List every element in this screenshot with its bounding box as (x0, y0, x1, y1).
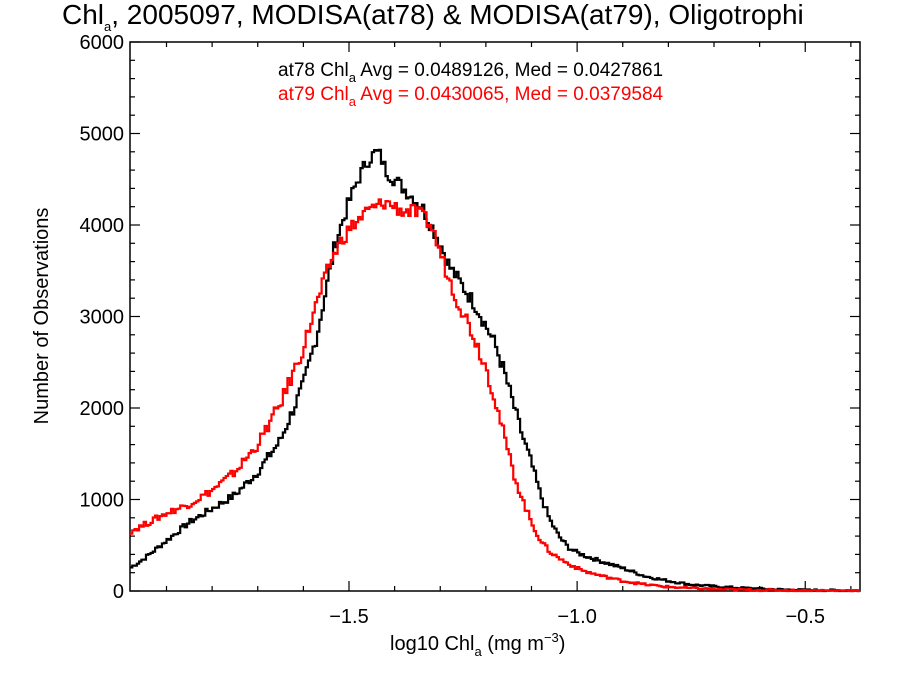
x-axis-label: log10 Chla (mg m−3) (390, 630, 565, 659)
x-tick-label: −1.5 (329, 606, 368, 628)
series-line-at78 (130, 148, 860, 593)
plot-frame (129, 41, 861, 592)
y-tick-label: 2000 (80, 398, 125, 420)
data-series (130, 148, 860, 593)
chart-title: Chla, 2005097, MODISA(at78) & MODISA(at7… (62, 0, 804, 34)
y-tick-label: 6000 (80, 32, 125, 54)
x-tick-label: −1.0 (557, 606, 596, 628)
y-axis-label: Number of Observations (31, 208, 53, 425)
y-tick-label: 1000 (80, 490, 125, 512)
y-tick-label: 4000 (80, 215, 125, 237)
x-tick-label: −0.5 (786, 606, 825, 628)
legend-entry-at78: at78 Chla Avg = 0.0489126, Med = 0.04278… (278, 60, 663, 85)
legend-entry-at79: at79 Chla Avg = 0.0430065, Med = 0.03795… (278, 84, 664, 109)
y-tick-label: 5000 (80, 124, 125, 146)
y-tick-label: 0 (113, 581, 124, 603)
series-line-at79 (130, 198, 860, 593)
y-tick-label: 3000 (80, 307, 125, 329)
axis-ticks: 0 1000 2000 3000 4000 5000 6000 −1.5 −1.0 −0.5 (80, 32, 860, 628)
